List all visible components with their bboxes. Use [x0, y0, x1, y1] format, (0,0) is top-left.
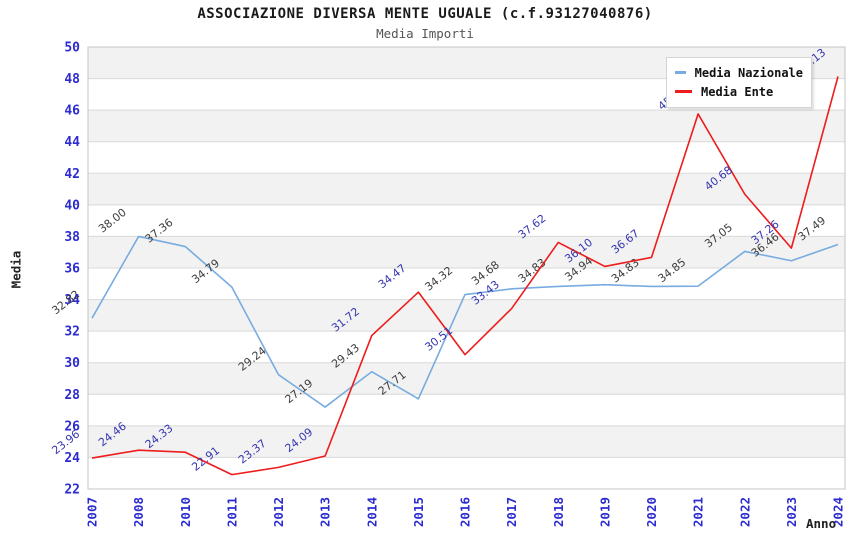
legend-label-media-ente: Media Ente: [701, 84, 774, 99]
legend: Media Nazionale Media Ente: [666, 57, 812, 108]
svg-text:2020: 2020: [644, 497, 659, 527]
svg-text:2017: 2017: [504, 497, 519, 527]
y-axis-title: Media: [8, 250, 24, 289]
plot-bands: [88, 47, 845, 489]
svg-text:2012: 2012: [271, 497, 286, 527]
svg-text:28: 28: [64, 388, 80, 403]
svg-text:2010: 2010: [178, 497, 193, 527]
svg-text:2014: 2014: [364, 497, 379, 527]
svg-text:24: 24: [64, 451, 80, 466]
svg-text:40: 40: [64, 198, 80, 213]
svg-text:2024: 2024: [831, 497, 846, 527]
chart-title: ASSOCIAZIONE DIVERSA MENTE UGUALE (c.f.9…: [197, 6, 653, 22]
svg-text:38: 38: [64, 230, 80, 245]
svg-text:2022: 2022: [737, 497, 752, 527]
svg-text:2008: 2008: [131, 497, 146, 527]
svg-text:42: 42: [64, 167, 80, 182]
legend-item-media-ente: Media Ente: [675, 82, 803, 101]
svg-text:2019: 2019: [597, 497, 612, 527]
svg-text:50: 50: [64, 41, 80, 56]
series-line-media-ente: [91, 76, 839, 476]
svg-text:46: 46: [64, 104, 80, 119]
legend-label-media-nazionale: Media Nazionale: [694, 65, 803, 80]
svg-text:2021: 2021: [691, 497, 706, 527]
x-axis-title: Anno: [806, 516, 837, 531]
x-axis-tick-labels: 2007 2008 2010 2011 2012 2013 2014 2015 2016 2017…: [85, 497, 846, 527]
svg-text:30: 30: [64, 356, 80, 371]
svg-text:2011: 2011: [224, 497, 239, 527]
svg-text:48: 48: [64, 72, 80, 87]
svg-text:34: 34: [64, 293, 80, 308]
svg-text:22: 22: [64, 483, 80, 498]
plot-border: [87, 46, 846, 490]
legend-swatch-media-nazionale-icon: [675, 71, 686, 74]
svg-text:2013: 2013: [318, 497, 333, 527]
svg-text:2007: 2007: [85, 497, 100, 527]
legend-item-media-nazionale: Media Nazionale: [675, 63, 803, 82]
svg-text:44: 44: [64, 135, 80, 150]
svg-text:36: 36: [64, 262, 80, 277]
svg-text:26: 26: [64, 419, 80, 434]
chart-subtitle: Media Importi: [376, 26, 474, 41]
svg-text:32: 32: [64, 325, 80, 340]
svg-text:2023: 2023: [784, 497, 799, 527]
series-line-media-nazionale: [91, 235, 839, 408]
y-axis-tick-labels: 50 48 46 44 42 40 38 36 34 32 30 28 26 24 22: [64, 41, 80, 498]
svg-text:2016: 2016: [458, 497, 473, 527]
legend-swatch-media-ente-icon: [675, 90, 692, 93]
svg-text:2015: 2015: [411, 497, 426, 527]
svg-text:2018: 2018: [551, 497, 566, 527]
